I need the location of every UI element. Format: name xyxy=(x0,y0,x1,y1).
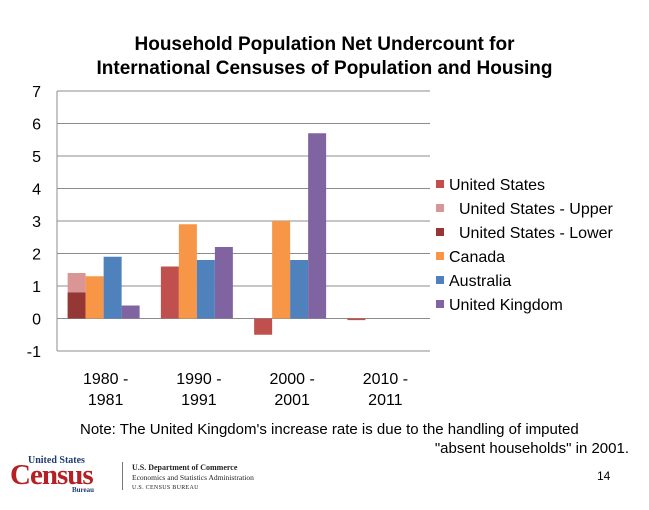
y-tick-label: 5 xyxy=(32,149,41,166)
bar xyxy=(290,260,309,319)
note-line-2: "absent households" in 2001. xyxy=(434,440,629,457)
bar xyxy=(160,266,179,319)
census-bureau-logo: United States Census Bureau xyxy=(10,455,110,495)
legend-label: Canada xyxy=(449,249,505,266)
bar xyxy=(214,247,233,319)
department-block: U.S. Department of Commerce Economics an… xyxy=(132,463,254,491)
bureau-name: U.S. CENSUS BUREAU xyxy=(132,485,199,491)
y-tick-label: 4 xyxy=(32,182,41,199)
legend-swatch xyxy=(436,204,444,212)
x-tick-label: 2001 xyxy=(274,392,310,409)
y-tick-label: 6 xyxy=(32,117,41,134)
bar xyxy=(347,318,366,321)
logo-sub-text: Bureau xyxy=(72,486,95,494)
x-tick-label: 2010 - xyxy=(363,371,408,388)
legend-swatch xyxy=(436,300,444,308)
legend-label: Australia xyxy=(449,273,511,290)
y-tick-label: -1 xyxy=(27,344,41,361)
bar xyxy=(254,318,273,335)
page-number: 14 xyxy=(597,469,611,483)
legend-swatch xyxy=(436,180,444,188)
legend-label: United States xyxy=(449,177,545,194)
bar xyxy=(67,292,86,319)
legend-label: United Kingdom xyxy=(449,297,563,314)
bar xyxy=(103,256,122,319)
note-line-1: Note: The United Kingdom's increase rate… xyxy=(80,421,579,438)
y-tick-label: 1 xyxy=(32,279,41,296)
bar xyxy=(196,260,215,319)
department-name: U.S. Department of Commerce xyxy=(132,463,238,472)
logo-main-text: Census xyxy=(10,459,94,491)
bar xyxy=(121,305,140,319)
bar xyxy=(272,221,291,319)
legend-swatch xyxy=(436,228,444,236)
x-tick-label: 2011 xyxy=(368,392,403,409)
footer-divider xyxy=(122,462,123,490)
x-tick-label: 1981 xyxy=(88,392,124,409)
y-tick-label: 7 xyxy=(32,84,41,101)
bar xyxy=(178,224,197,319)
x-tick-label: 1980 - xyxy=(83,371,128,388)
logo-top-text: United States xyxy=(28,455,85,466)
legend-label: United States - Upper xyxy=(459,201,614,218)
administration-name: Economics and Statistics Administration xyxy=(132,473,254,482)
x-tick-label: 1991 xyxy=(181,392,217,409)
legend-label: United States - Lower xyxy=(459,225,614,242)
y-tick-label: 3 xyxy=(32,214,41,231)
x-tick-label: 2000 - xyxy=(269,371,314,388)
legend-swatch xyxy=(436,276,444,284)
y-tick-label: 0 xyxy=(32,312,41,329)
y-tick-label: 2 xyxy=(32,247,41,264)
legend-swatch xyxy=(436,252,444,260)
chart-title-line-1: Household Population Net Undercount for xyxy=(134,34,515,55)
bar xyxy=(85,276,104,319)
x-tick-label: 1990 - xyxy=(176,371,221,388)
bar xyxy=(308,133,327,319)
chart-title-line-2: International Censuses of Population and… xyxy=(96,58,553,79)
